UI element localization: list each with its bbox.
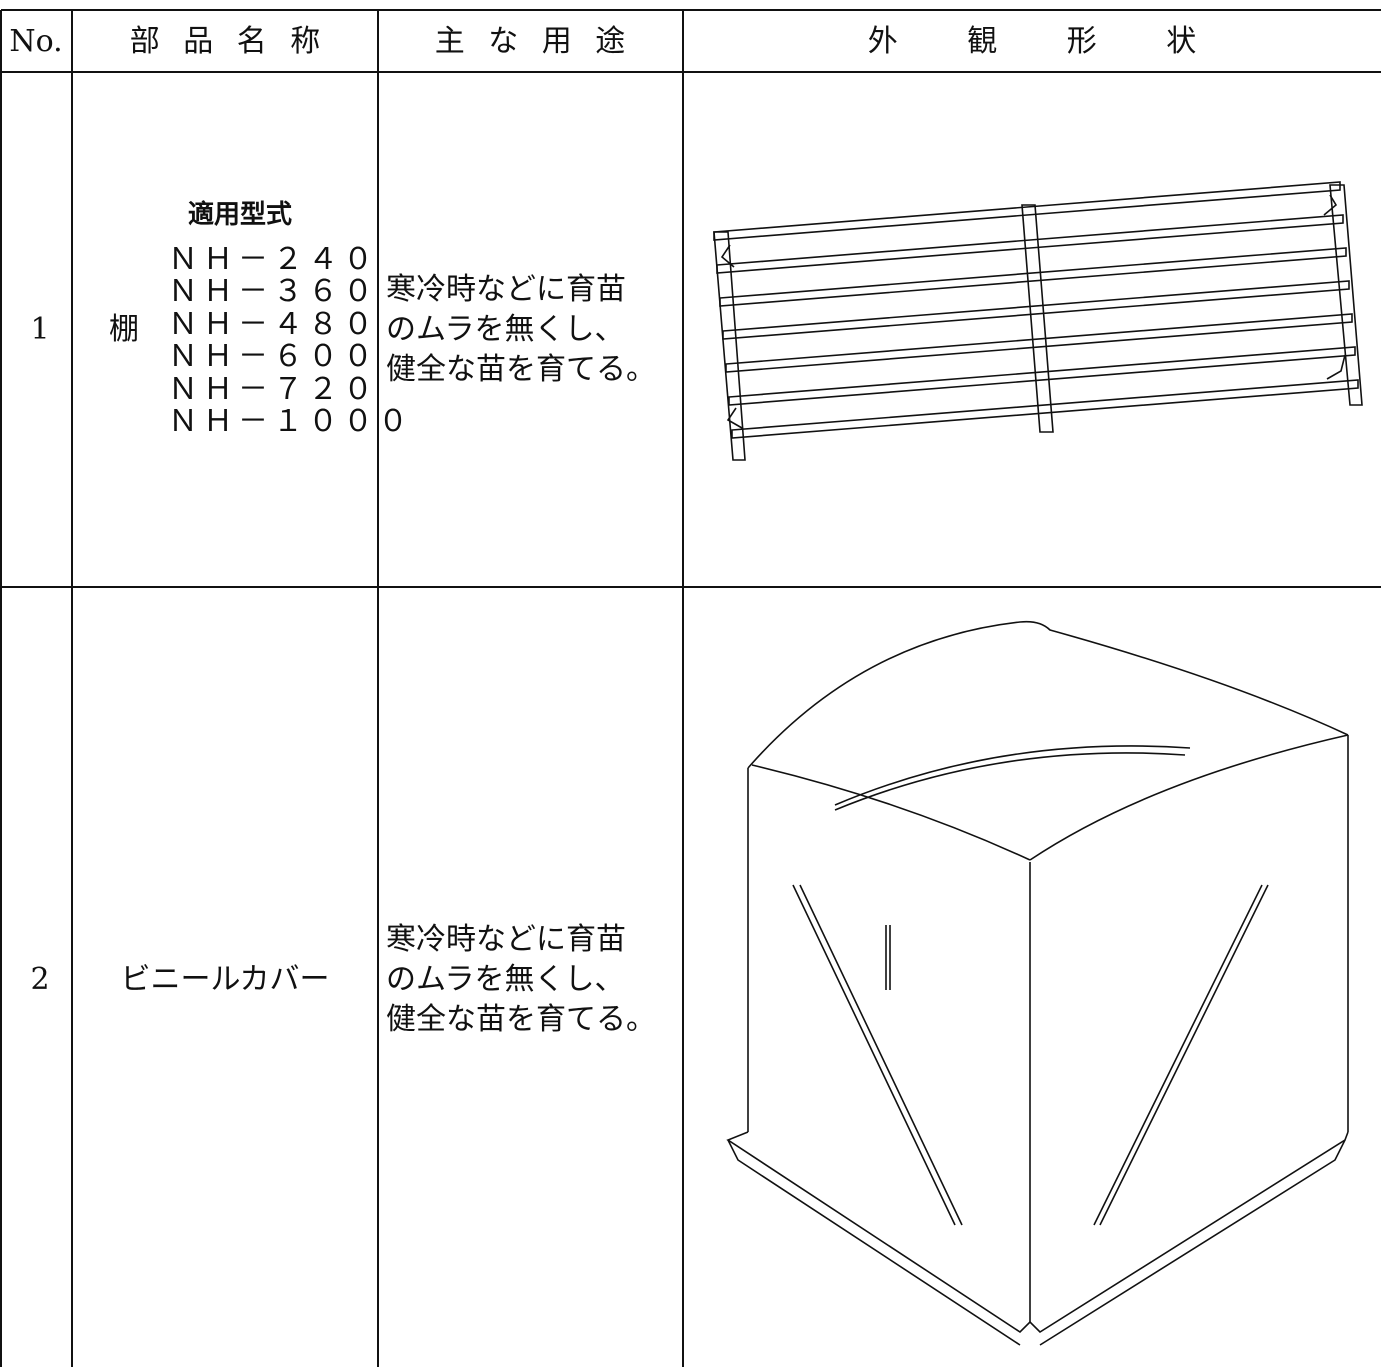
header-cell: 主 な 用 途: [434, 24, 626, 59]
part-name: 棚: [109, 312, 139, 347]
model: ＮＨ－７２０: [168, 372, 378, 407]
row-number: 2: [30, 962, 50, 997]
part-name: ビニールカバー: [120, 962, 330, 997]
model: ＮＨ－６００: [168, 339, 378, 374]
header-cell: 部 品 名 称: [129, 24, 321, 59]
use-line: 健全な苗を育てる。: [386, 352, 656, 387]
header-cell: No.: [9, 24, 63, 59]
models-label: 適用型式: [187, 200, 293, 230]
use-line: のムラを無くし、: [386, 312, 625, 347]
model: ＮＨ－３６０: [168, 274, 378, 309]
row-number: 1: [30, 312, 50, 347]
use-line: のムラを無くし、: [386, 962, 625, 997]
cover-illustration: [726, 620, 1349, 1346]
header-cell: 外 観 形 状: [867, 24, 1197, 59]
table-grid: [0, 9, 1381, 1367]
shelf-illustration: [713, 181, 1363, 461]
use-line: 寒冷時などに育苗: [386, 272, 626, 307]
model: ＮＨ－２４０: [168, 242, 378, 277]
model: ＮＨ－１０００: [168, 404, 413, 439]
model: ＮＨ－４８０: [168, 307, 378, 342]
use-line: 健全な苗を育てる。: [386, 1002, 656, 1037]
use-line: 寒冷時などに育苗: [386, 922, 626, 957]
